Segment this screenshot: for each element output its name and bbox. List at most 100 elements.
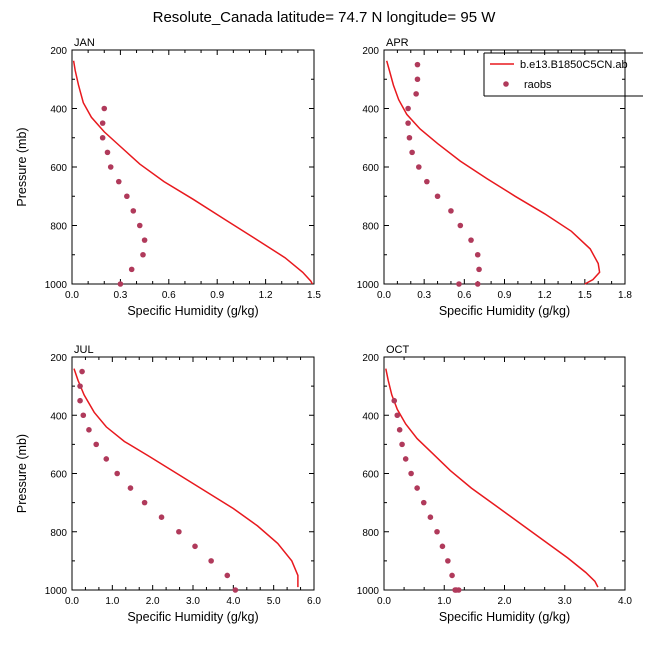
model-profile-line: [72, 60, 314, 285]
raobs-point: [439, 543, 446, 550]
x-tick-label: 1.0: [105, 596, 119, 607]
raobs-point: [80, 412, 87, 419]
raobs-point: [414, 485, 420, 491]
raobs-point: [176, 528, 182, 535]
panel-oct: 0.0 1.0 2.0 3.0 4.0 200 400 600 800 1000 OCT Specif…: [357, 344, 633, 624]
raobs-point: [103, 456, 110, 462]
raobs-point: [414, 61, 421, 68]
y-axis-label: Pressure (mb): [15, 127, 29, 206]
x-tick-label: 0.6: [457, 290, 471, 301]
legend-obs-marker-sample: [503, 81, 509, 87]
legend: b.e13.B1850C5CN.ab raobs: [483, 52, 643, 97]
raobs-point: [405, 120, 411, 126]
raobs-point: [79, 368, 85, 375]
raobs-point: [141, 237, 148, 243]
raobs-point: [117, 281, 124, 287]
raobs-point: [476, 266, 482, 273]
raobs-point: [232, 587, 239, 593]
x-axis-label: Specific Humidity (g/kg): [127, 304, 258, 318]
raobs-point: [208, 558, 214, 564]
y-tick-label: 800: [362, 222, 379, 233]
raobs-point: [406, 134, 413, 141]
y-tick-label: 400: [50, 411, 67, 422]
raobs-point: [402, 456, 409, 462]
y-tick-label: 1000: [45, 586, 68, 597]
raobs-point: [474, 281, 481, 287]
y-tick-label: 1000: [357, 586, 380, 597]
y-tick-label: 200: [362, 353, 379, 364]
raobs-point: [141, 499, 148, 506]
y-tick-label: 200: [50, 353, 67, 364]
panel-label: JAN: [74, 37, 95, 49]
raobs-point: [77, 397, 83, 404]
y-tick-label: 600: [50, 470, 67, 481]
panel-jul: 0.0 1.0 2.0 3.0 4.0 5.0 6.0 200 400 600 800 1000 JUL…: [15, 344, 321, 624]
model-profile-line: [385, 368, 599, 588]
raobs-point: [114, 470, 120, 477]
raobs-point: [158, 514, 165, 520]
x-tick-label: 1.2: [538, 290, 552, 301]
y-tick-label: 800: [50, 222, 67, 233]
raobs-point: [399, 441, 405, 448]
raobs-point: [449, 572, 455, 579]
plot-frame: [383, 356, 626, 591]
raobs-point: [452, 587, 458, 593]
legend-obs-label: raobs: [524, 79, 552, 91]
raobs-point: [128, 266, 135, 273]
y-tick-label: 1000: [45, 280, 68, 291]
raobs-point: [115, 178, 122, 185]
raobs-point: [192, 543, 198, 550]
x-tick-label: 0.6: [162, 290, 176, 301]
x-tick-label: 0.9: [498, 290, 512, 301]
panel-label: JUL: [74, 344, 94, 356]
x-axis-label: Specific Humidity (g/kg): [439, 610, 570, 624]
raobs-point: [468, 237, 474, 243]
raobs-point: [448, 208, 454, 214]
figure-title: Resolute_Canada latitude= 74.7 N longitu…: [153, 9, 497, 26]
y-tick-label: 200: [362, 46, 379, 57]
raobs-point: [457, 222, 464, 229]
raobs-point: [409, 149, 415, 156]
x-tick-label: 0.3: [417, 290, 431, 301]
model-profile-line: [73, 368, 299, 588]
raobs-point: [86, 427, 92, 433]
y-tick-label: 400: [50, 105, 67, 116]
y-tick-label: 200: [50, 46, 67, 57]
x-tick-label: 1.0: [437, 596, 451, 607]
y-tick-label: 400: [362, 411, 379, 422]
x-tick-label: 0.0: [65, 596, 79, 607]
x-tick-label: 2.0: [146, 596, 160, 607]
raobs-point: [456, 281, 462, 287]
x-tick-label: 3.0: [186, 596, 200, 607]
panel-jan: 0.0 0.3 0.6 0.9 1.2 1.5 200 400 600 800 1000 JAN Spe…: [15, 37, 321, 318]
x-tick-label: 1.8: [618, 290, 632, 301]
raobs-point: [420, 499, 427, 506]
raobs-point: [391, 397, 398, 404]
raobs-point: [99, 134, 106, 141]
x-tick-label: 4.0: [226, 596, 240, 607]
raobs-point: [101, 105, 108, 112]
raobs-point: [434, 528, 440, 535]
x-tick-label: 0.3: [113, 290, 127, 301]
x-tick-label: 6.0: [307, 596, 321, 607]
x-axis-label: Specific Humidity (g/kg): [439, 304, 570, 318]
raobs-point: [414, 76, 421, 83]
raobs-point: [424, 178, 430, 185]
raobs-point: [445, 558, 451, 564]
legend-model-label: b.e13.B1850C5CN.ab: [520, 59, 628, 71]
raobs-point: [413, 91, 419, 97]
raobs-point: [93, 441, 99, 448]
y-tick-label: 600: [362, 163, 379, 174]
x-tick-label: 0.9: [210, 290, 224, 301]
x-tick-label: 0.0: [65, 290, 79, 301]
y-axis-label: Pressure (mb): [15, 434, 29, 513]
raobs-point: [130, 208, 137, 214]
y-tick-label: 800: [50, 528, 67, 539]
y-tick-label: 600: [362, 470, 379, 481]
raobs-point: [434, 193, 441, 200]
y-tick-label: 400: [362, 105, 379, 116]
raobs-point: [140, 251, 146, 258]
raobs-point: [394, 412, 401, 419]
panel-label: APR: [386, 37, 409, 49]
